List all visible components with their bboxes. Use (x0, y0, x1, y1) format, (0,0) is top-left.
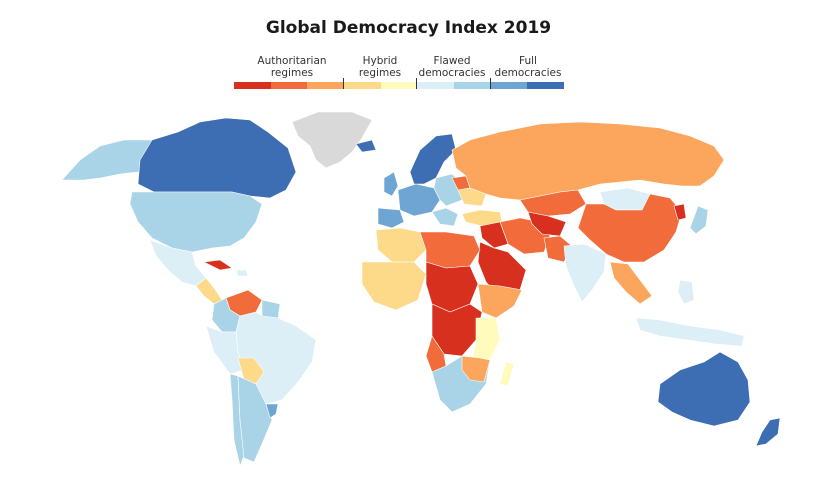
legend-label-flawed: Flawed democracies (412, 55, 492, 79)
legend-swatch (380, 82, 418, 89)
legend-swatch (270, 82, 308, 89)
china (577, 193, 683, 263)
guianas (261, 299, 281, 319)
argentina (237, 375, 273, 463)
australia (657, 351, 751, 427)
legend-swatch (490, 82, 528, 89)
legend-separator (416, 78, 417, 89)
legend: Authoritarian regimes Hybrid regimes Fla… (0, 0, 817, 100)
legend-label-flawed-line2: democracies (418, 67, 486, 79)
philippines (677, 279, 695, 305)
north-africa-west (375, 227, 427, 263)
united-kingdom (383, 171, 399, 197)
russia (451, 121, 725, 201)
legend-swatch (527, 82, 565, 89)
legend-label-authoritarian-line2: regimes (270, 67, 314, 79)
southern-europe (431, 207, 459, 227)
legend-label-flawed-line1: Flawed (433, 55, 471, 67)
legend-label-hybrid-line2: regimes (358, 67, 402, 79)
legend-label-authoritarian-line1: Authoritarian (257, 55, 327, 67)
scandinavia (409, 133, 457, 185)
east-africa (471, 317, 501, 363)
zimbabwe-mozambique (461, 355, 491, 383)
west-africa (361, 261, 427, 311)
greenland (291, 111, 373, 169)
legend-label-hybrid-line1: Hybrid (362, 55, 398, 67)
iberia (377, 207, 405, 229)
southeast-asia (609, 261, 653, 305)
uruguay (265, 403, 279, 419)
bolivia (237, 357, 265, 385)
new-zealand (755, 417, 781, 447)
western-europe (397, 183, 441, 217)
indonesia (635, 317, 745, 347)
legend-swatch (344, 82, 382, 89)
india (563, 243, 607, 303)
legend-label-full: Full democracies (488, 55, 568, 79)
legend-separator (490, 78, 491, 89)
ukraine (457, 187, 487, 207)
horn-of-africa (477, 283, 523, 319)
japan (689, 205, 709, 235)
legend-separator (343, 78, 344, 89)
legend-swatch (454, 82, 492, 89)
madagascar (499, 361, 515, 387)
north-korea (673, 203, 687, 221)
legend-swatch (234, 82, 272, 89)
canada (137, 117, 297, 199)
legend-label-full-line1: Full (519, 55, 537, 67)
legend-label-hybrid: Hybrid regimes (340, 55, 420, 79)
legend-label-full-line2: democracies (494, 67, 562, 79)
united-states (129, 191, 263, 253)
legend-swatch (417, 82, 455, 89)
iceland (355, 139, 377, 153)
map-title: Global Democracy Index 2019 (265, 18, 552, 38)
cuba (203, 259, 233, 271)
legend-label-authoritarian: Authoritarian regimes (242, 55, 342, 79)
syria-iraq (479, 221, 509, 249)
caribbean (235, 269, 249, 277)
legend-swatch (307, 82, 345, 89)
